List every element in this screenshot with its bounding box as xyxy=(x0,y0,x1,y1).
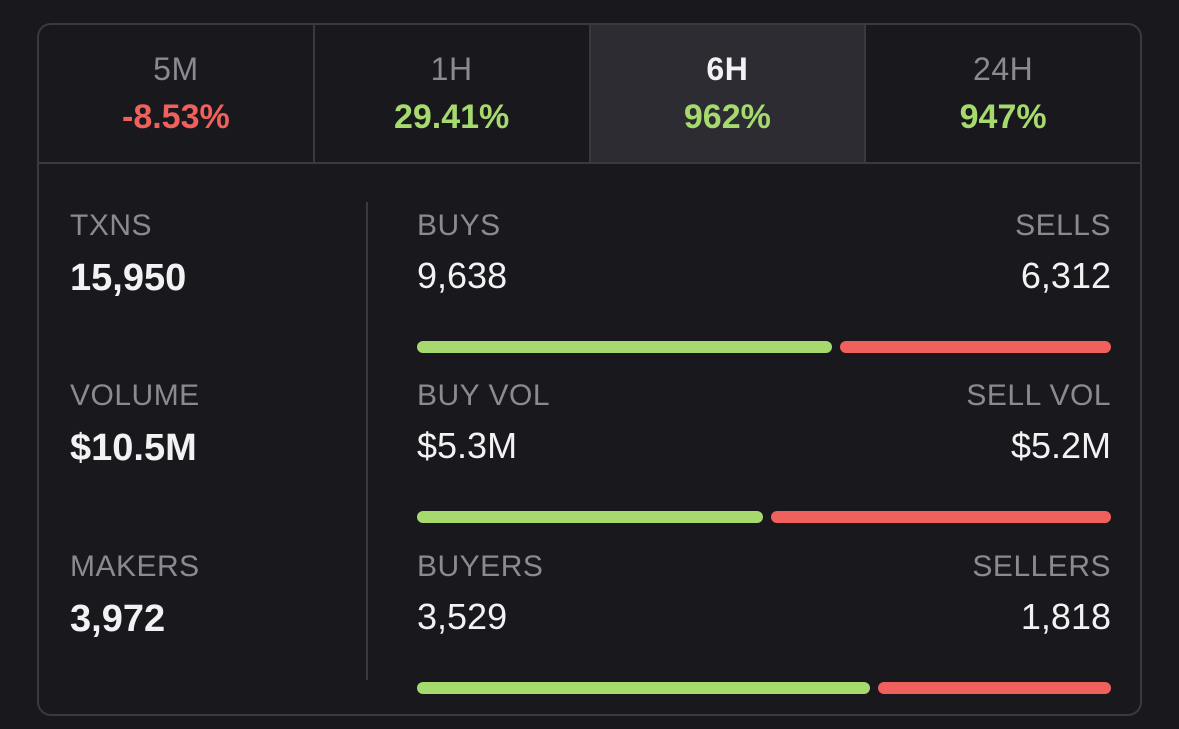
sellers-value: 1,818 xyxy=(1020,596,1111,637)
makers-stat: MAKERS 3,972 xyxy=(70,550,200,641)
txns-label: TXNS xyxy=(70,209,153,242)
volume-breakdown: BUY VOL SELL VOL $5.3M $5.2M xyxy=(417,379,1111,529)
tab-label: 5M xyxy=(153,50,199,87)
txn-stats-panel: 5M -8.53% 1H 29.41% 6H 962% 24H 947% TXN… xyxy=(37,23,1142,716)
buyers-bar xyxy=(417,682,870,694)
buys-label: BUYS xyxy=(417,209,501,242)
sells-value: 6,312 xyxy=(1020,255,1111,296)
tab-price-change: 962% xyxy=(683,97,771,136)
buy-vol-bar xyxy=(417,511,764,523)
makers-ratio-bar xyxy=(417,682,1111,694)
sell-vol-value: $5.2M xyxy=(1010,425,1111,466)
buy-vol-value: $5.3M xyxy=(417,425,518,466)
timeframe-tabs: 5M -8.53% 1H 29.41% 6H 962% 24H 947% xyxy=(39,25,1140,164)
stats-body: TXNS 15,950 VOLUME $10.5M MAKERS 3,972 B… xyxy=(39,164,1140,714)
tab-price-change: -8.53% xyxy=(122,97,230,136)
sellers-bar xyxy=(877,682,1111,694)
tab-label: 1H xyxy=(430,50,473,87)
sell-vol-bar xyxy=(771,511,1111,523)
buy-vol-label: BUY VOL xyxy=(417,379,551,412)
tab-price-change: 29.41% xyxy=(393,97,510,136)
txns-breakdown: BUYS SELLS 9,638 6,312 xyxy=(417,209,1111,359)
volume-value: $10.5M xyxy=(70,427,197,469)
buys-bar xyxy=(417,341,832,353)
buyers-label: BUYERS xyxy=(417,550,544,583)
makers-label: MAKERS xyxy=(70,550,200,583)
buys-value: 9,638 xyxy=(417,255,508,296)
txns-ratio-bar xyxy=(417,341,1111,353)
volume-stat: VOLUME $10.5M xyxy=(70,379,200,470)
volume-ratio-bar xyxy=(417,511,1111,523)
sells-bar xyxy=(839,341,1111,353)
tab-24h[interactable]: 24H 947% xyxy=(866,25,1140,162)
makers-value: 3,972 xyxy=(70,598,166,640)
buyers-value: 3,529 xyxy=(417,596,508,637)
tab-1h[interactable]: 1H 29.41% xyxy=(315,25,591,162)
tab-label: 24H xyxy=(973,50,1034,87)
sells-label: SELLS xyxy=(1015,209,1111,242)
tab-price-change: 947% xyxy=(959,97,1047,136)
tab-6h[interactable]: 6H 962% xyxy=(590,25,867,162)
tab-label: 6H xyxy=(706,50,749,87)
column-divider xyxy=(366,202,368,680)
txns-stat: TXNS 15,950 xyxy=(70,209,186,300)
sell-vol-label: SELL VOL xyxy=(966,379,1111,412)
makers-breakdown: BUYERS SELLERS 3,529 1,818 xyxy=(417,550,1111,700)
txns-value: 15,950 xyxy=(70,257,187,299)
sellers-label: SELLERS xyxy=(972,550,1111,583)
volume-label: VOLUME xyxy=(70,379,200,412)
tab-5m[interactable]: 5M -8.53% xyxy=(39,25,315,162)
